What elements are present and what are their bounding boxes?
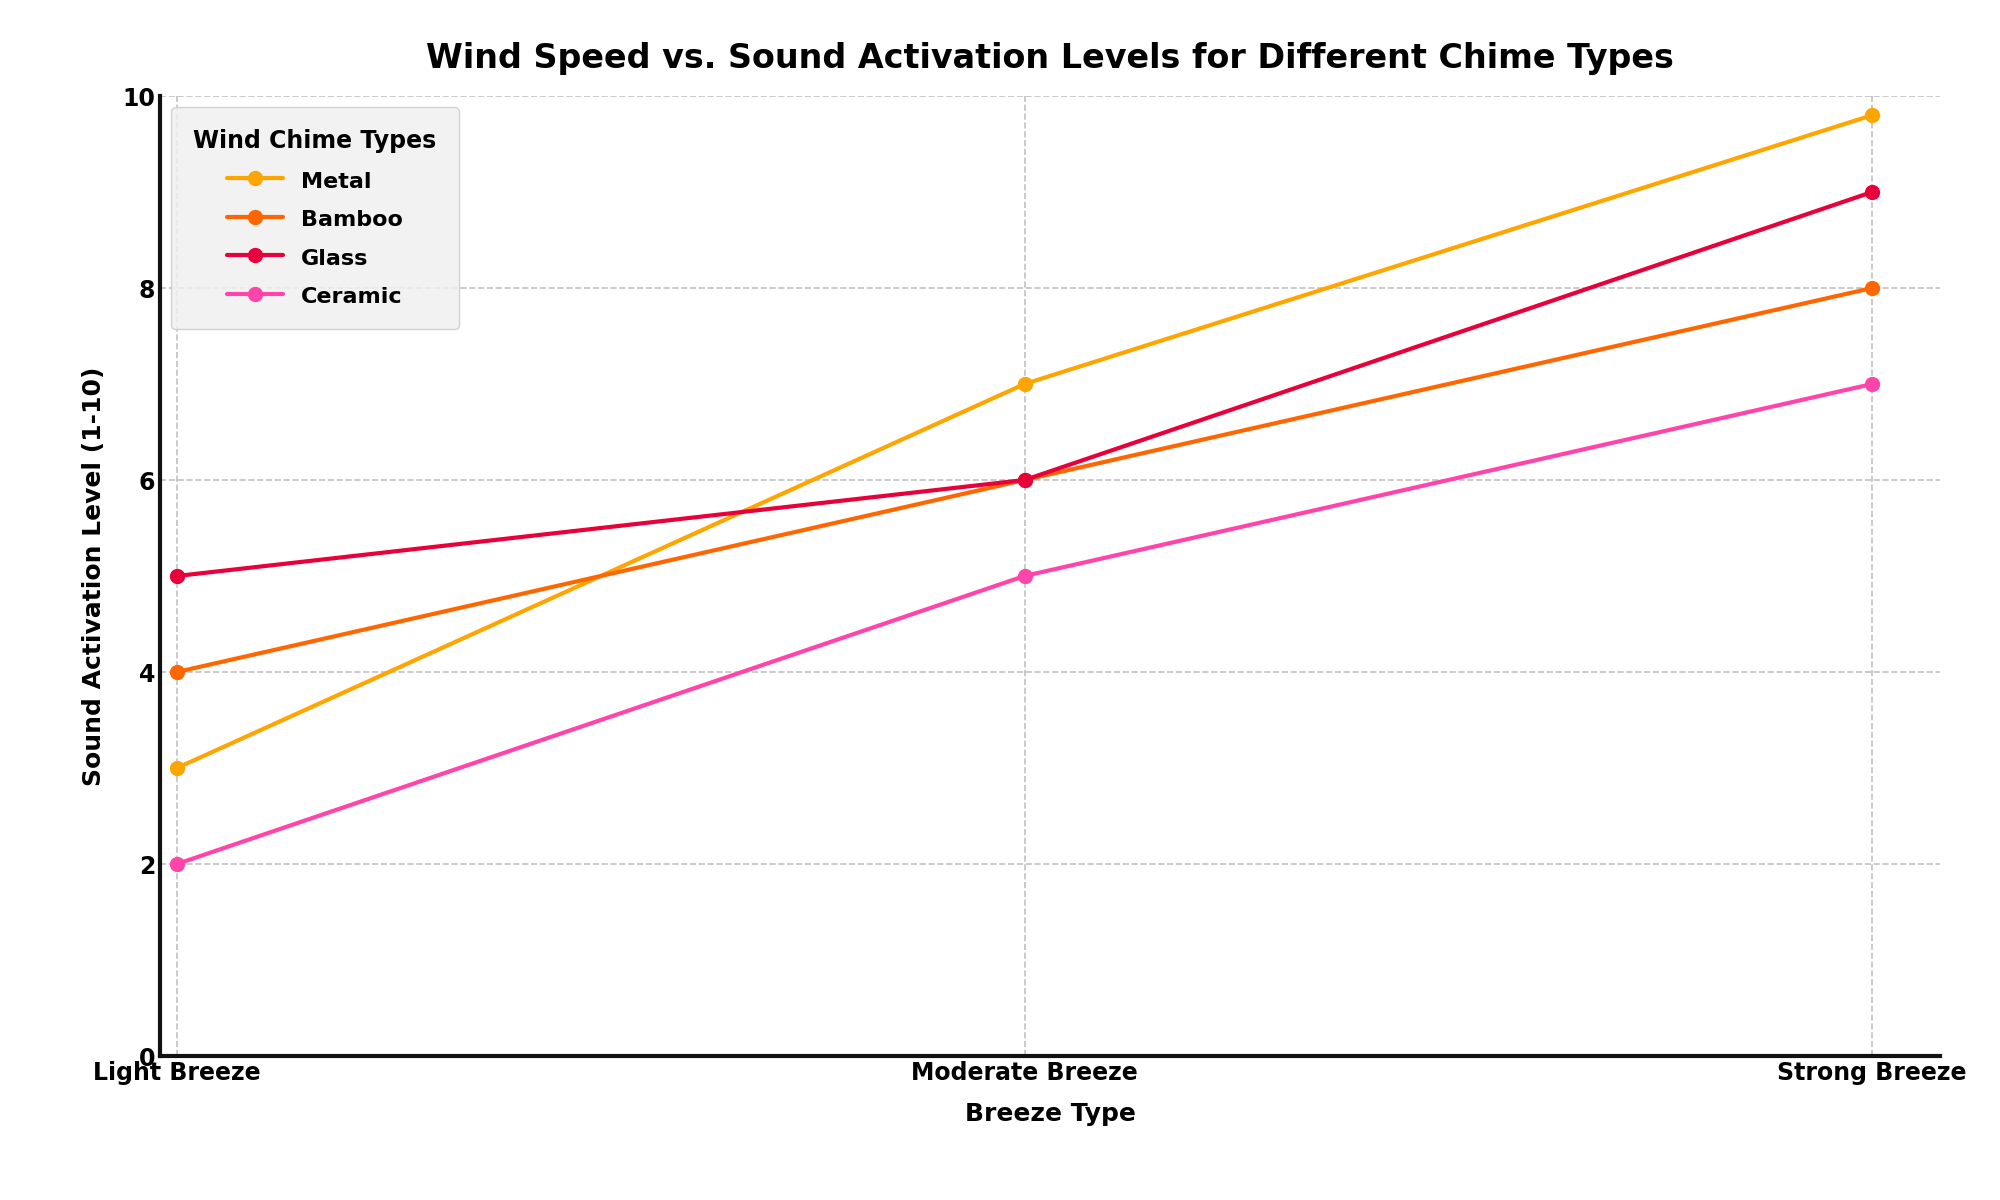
Glass bbox=[1012, 473, 1036, 487]
Ceramic bbox=[1860, 377, 1884, 391]
Line: Ceramic: Ceramic bbox=[170, 377, 1880, 871]
Legend: Metal, Bamboo, Glass, Ceramic: Metal, Bamboo, Glass, Ceramic bbox=[172, 107, 458, 329]
Line: Metal: Metal bbox=[170, 108, 1880, 775]
Glass bbox=[164, 569, 188, 583]
Line: Glass: Glass bbox=[170, 185, 1880, 583]
Metal bbox=[164, 761, 188, 775]
Ceramic bbox=[1012, 569, 1036, 583]
Bamboo bbox=[164, 665, 188, 679]
Bamboo bbox=[1012, 473, 1036, 487]
Title: Wind Speed vs. Sound Activation Levels for Different Chime Types: Wind Speed vs. Sound Activation Levels f… bbox=[426, 42, 1674, 76]
Glass bbox=[1860, 185, 1884, 199]
Metal bbox=[1012, 377, 1036, 391]
X-axis label: Breeze Type: Breeze Type bbox=[964, 1102, 1136, 1126]
Metal bbox=[1860, 108, 1884, 122]
Ceramic bbox=[164, 857, 188, 871]
Y-axis label: Sound Activation Level (1-10): Sound Activation Level (1-10) bbox=[82, 366, 106, 786]
Line: Bamboo: Bamboo bbox=[170, 281, 1880, 679]
Bamboo bbox=[1860, 281, 1884, 295]
